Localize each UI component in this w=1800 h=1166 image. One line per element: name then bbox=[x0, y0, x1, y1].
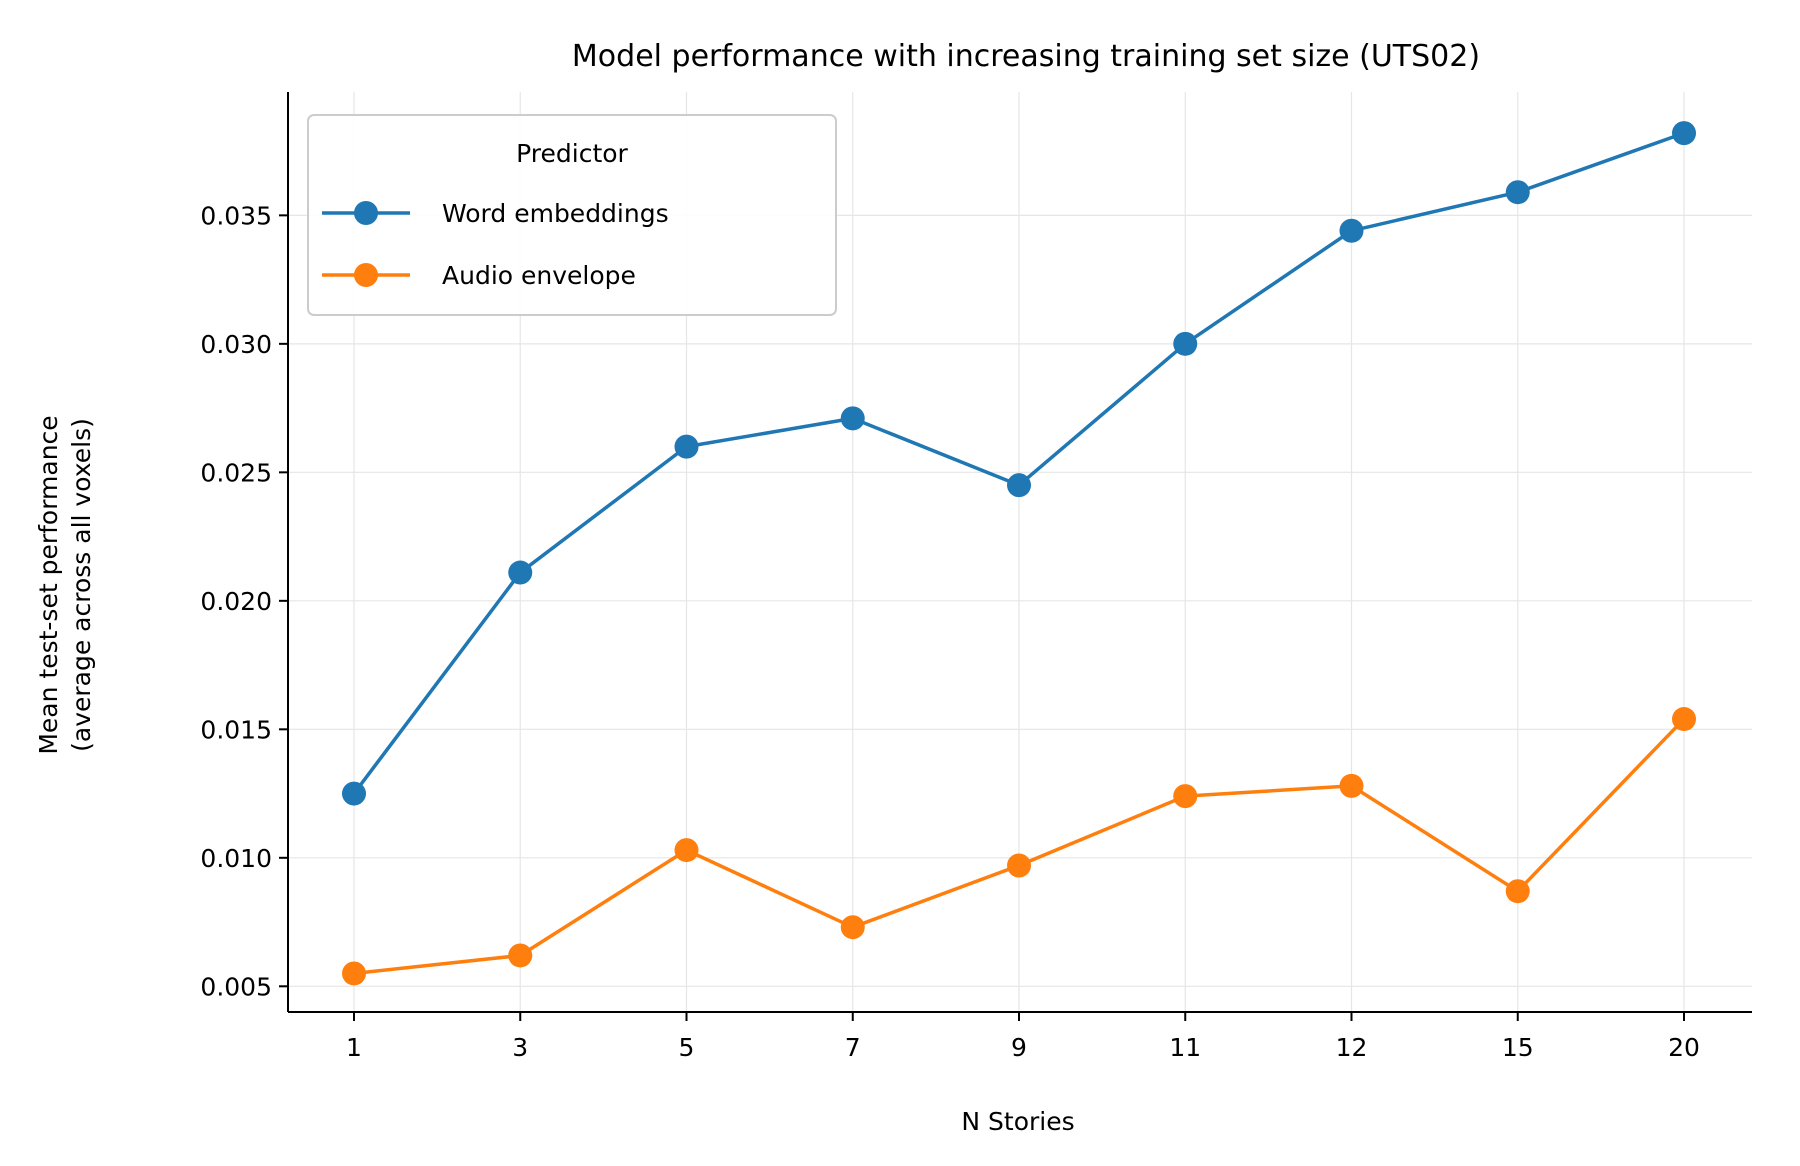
data-point bbox=[1672, 121, 1696, 146]
x-tick-label: 15 bbox=[1502, 1033, 1534, 1062]
legend-frame bbox=[307, 114, 837, 316]
x-tick-label: 1 bbox=[346, 1033, 362, 1062]
x-tick-label: 12 bbox=[1336, 1033, 1368, 1062]
x-axis-label: N Stories bbox=[961, 1107, 1074, 1136]
y-tick-label: 0.010 bbox=[200, 844, 272, 873]
data-point bbox=[508, 943, 533, 968]
y-tick-label: 0.015 bbox=[200, 715, 272, 744]
data-point bbox=[674, 838, 699, 863]
x-tick-label: 3 bbox=[512, 1033, 528, 1062]
data-point bbox=[840, 915, 865, 940]
data-point bbox=[1007, 473, 1031, 498]
legend-entry: Word embeddings bbox=[322, 199, 669, 228]
data-point bbox=[1339, 218, 1364, 243]
series-word-embeddings bbox=[342, 121, 1696, 806]
legend-entry: Audio envelope bbox=[322, 261, 636, 290]
y-ticks: 0.005 0.010 0.015 0.020 0.025 0.030 0.035 bbox=[200, 201, 288, 1001]
grid-lines bbox=[288, 92, 1752, 1012]
x-tick-label: 9 bbox=[1011, 1033, 1027, 1062]
legend-title: Predictor bbox=[516, 139, 628, 168]
legend: Predictor Word embeddings Audio envelope bbox=[307, 114, 837, 316]
data-point bbox=[508, 560, 533, 585]
y-axis-label: Mean test-set performance (average acros… bbox=[34, 415, 96, 754]
legend-label: Word embeddings bbox=[442, 199, 669, 228]
data-point bbox=[1173, 331, 1198, 356]
data-point bbox=[1505, 879, 1530, 904]
data-point bbox=[342, 781, 366, 806]
x-tick-label: 7 bbox=[845, 1033, 861, 1062]
y-axis-label-line1: Mean test-set performance bbox=[34, 415, 63, 754]
data-point bbox=[1339, 773, 1364, 798]
legend-marker bbox=[354, 201, 378, 225]
y-tick-label: 0.020 bbox=[200, 587, 272, 616]
x-tick-label: 5 bbox=[679, 1033, 695, 1062]
y-tick-label: 0.005 bbox=[200, 972, 272, 1001]
series-group bbox=[342, 121, 1696, 986]
data-point bbox=[342, 961, 366, 986]
legend-marker bbox=[354, 263, 378, 287]
x-tick-label: 20 bbox=[1668, 1033, 1700, 1062]
data-point bbox=[1505, 180, 1530, 205]
chart-title: Model performance with increasing traini… bbox=[572, 39, 1480, 74]
y-tick-label: 0.025 bbox=[200, 458, 272, 487]
y-tick-label: 0.035 bbox=[200, 201, 272, 230]
y-tick-label: 0.030 bbox=[200, 330, 272, 359]
series-audio-envelope bbox=[342, 707, 1696, 986]
data-point bbox=[1173, 784, 1198, 809]
legend-label: Audio envelope bbox=[442, 261, 636, 290]
legend-entries: Word embeddings Audio envelope bbox=[322, 199, 669, 290]
data-point bbox=[674, 434, 699, 459]
x-tick-label: 11 bbox=[1169, 1033, 1201, 1062]
x-ticks: 1 3 5 7 9 11 12 15 20 bbox=[346, 1012, 1700, 1062]
y-axis-label-line2: (average across all voxels) bbox=[67, 418, 96, 752]
data-point bbox=[1007, 853, 1031, 878]
data-point bbox=[1672, 707, 1696, 732]
data-point bbox=[840, 406, 865, 431]
